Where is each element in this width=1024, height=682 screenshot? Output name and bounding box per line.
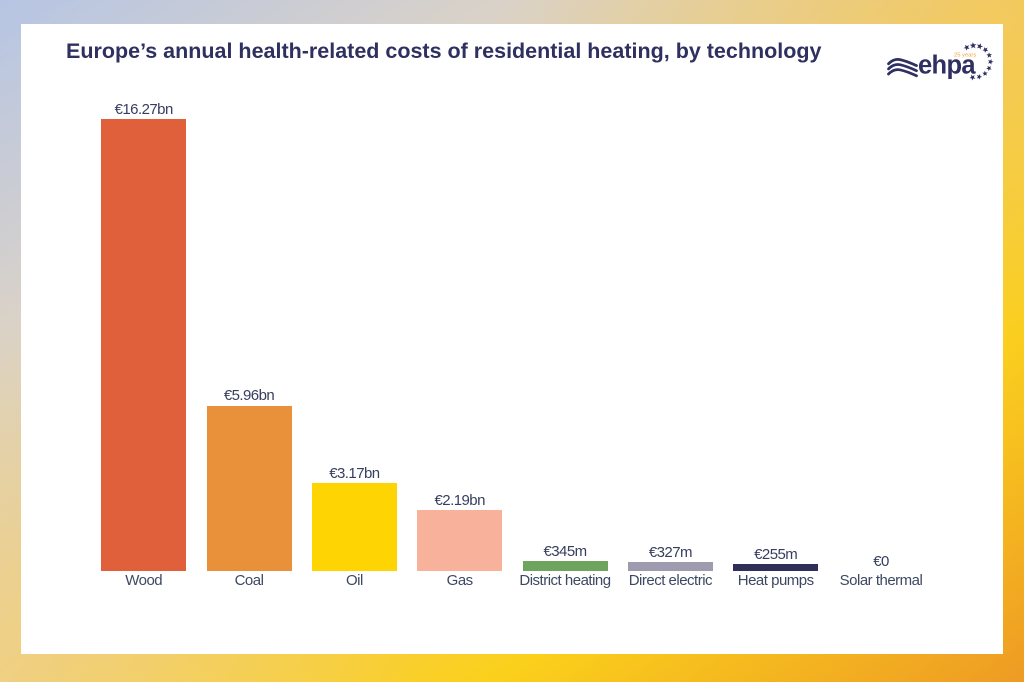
svg-text:ehpa: ehpa	[918, 51, 976, 79]
svg-text:25 years: 25 years	[954, 53, 976, 59]
